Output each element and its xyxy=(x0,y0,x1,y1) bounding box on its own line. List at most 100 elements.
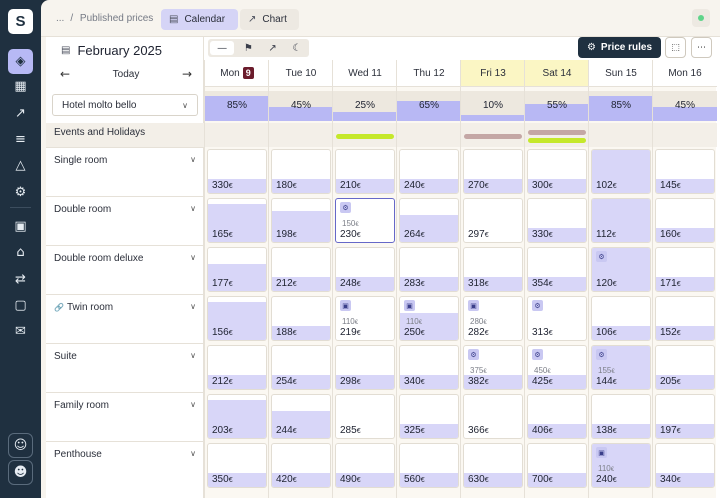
price-cell[interactable]: 340€ xyxy=(655,443,715,488)
room-row-label[interactable]: Family room ∨ xyxy=(46,392,204,441)
sliders-icon[interactable]: ≡ xyxy=(15,132,26,147)
price-cell[interactable]: ▣ 280€ 282€ xyxy=(463,296,523,341)
today-button[interactable]: Today xyxy=(112,68,140,80)
price-rules-button[interactable]: ⚙ Price rules xyxy=(578,37,661,58)
price-cell[interactable]: 171€ xyxy=(655,247,715,292)
app-logo[interactable]: S xyxy=(8,9,33,34)
contact-icon[interactable]: ▢ xyxy=(14,298,27,313)
price-cell[interactable]: 330€ xyxy=(527,198,587,243)
day-header[interactable]: Thu 12 xyxy=(397,60,461,87)
cart-icon[interactable]: ⌂ xyxy=(16,245,25,260)
moon-icon[interactable]: ☾ xyxy=(292,42,302,54)
tab-chart[interactable]: ↗ Chart xyxy=(240,9,299,30)
day-header[interactable]: Mon 9 xyxy=(205,60,269,87)
copy-icon[interactable]: ▣ xyxy=(14,219,27,234)
event-bar[interactable] xyxy=(336,134,394,139)
price-cell[interactable]: ⚙ 375€ 382€ xyxy=(463,345,523,390)
price-cell[interactable]: 145€ xyxy=(655,149,715,194)
hotel-select[interactable]: Hotel molto bello ∨ xyxy=(52,94,198,116)
price-cell[interactable]: 490€ xyxy=(335,443,395,488)
tab-calendar[interactable]: ▤ Calendar xyxy=(161,9,238,30)
room-row-label[interactable]: Suite ∨ xyxy=(46,343,204,392)
price-cell[interactable]: 366€ xyxy=(463,394,523,439)
price-cell[interactable]: 112€ xyxy=(591,198,651,243)
price-cell[interactable]: 560€ xyxy=(399,443,459,488)
room-row-label[interactable]: Double room ∨ xyxy=(46,196,204,245)
room-row-label[interactable]: Single room ∨ xyxy=(46,147,204,196)
gear-icon[interactable]: ⚙ xyxy=(14,185,27,200)
price-cell[interactable]: 244€ xyxy=(271,394,331,439)
support-icon[interactable]: ☺ xyxy=(8,433,33,458)
event-bar[interactable] xyxy=(528,130,586,135)
price-cell[interactable]: ▣ 110€ 219€ xyxy=(335,296,395,341)
price-cell[interactable]: 420€ xyxy=(271,443,331,488)
price-cell[interactable]: 180€ xyxy=(271,149,331,194)
user-icon[interactable]: ☻ xyxy=(8,460,33,485)
breadcrumb-ellipsis[interactable]: ... xyxy=(56,13,65,24)
arrow-right-icon[interactable]: → xyxy=(181,67,192,81)
event-bar[interactable] xyxy=(528,138,586,143)
price-cell[interactable]: 197€ xyxy=(655,394,715,439)
price-cell[interactable]: ⚙ 450€ 425€ xyxy=(527,345,587,390)
price-cell[interactable]: 205€ xyxy=(655,345,715,390)
day-header[interactable]: Tue 10 xyxy=(269,60,333,87)
month-title[interactable]: ▤ February 2025 xyxy=(61,41,162,59)
layout-icon[interactable]: ▦ xyxy=(14,79,27,94)
day-header[interactable]: Mon 16 xyxy=(653,60,717,87)
chevron-down-icon[interactable]: ∨ xyxy=(190,400,196,409)
price-cell[interactable]: 630€ xyxy=(463,443,523,488)
price-cell[interactable]: 138€ xyxy=(591,394,651,439)
chevron-down-icon[interactable]: ∨ xyxy=(190,204,196,213)
price-cell[interactable]: 330€ xyxy=(207,149,267,194)
price-cell[interactable]: 210€ xyxy=(335,149,395,194)
price-cell[interactable]: 283€ xyxy=(399,247,459,292)
price-cell[interactable]: 160€ xyxy=(655,198,715,243)
price-cell[interactable]: 350€ xyxy=(207,443,267,488)
day-header[interactable]: Wed 11 xyxy=(333,60,397,87)
price-cell[interactable]: 203€ xyxy=(207,394,267,439)
chevron-down-icon[interactable]: ∨ xyxy=(190,351,196,360)
day-header[interactable]: Sat 14 xyxy=(525,60,589,87)
price-cell[interactable]: ⚙ 120€ xyxy=(591,247,651,292)
price-cell[interactable]: 188€ xyxy=(271,296,331,341)
event-bar[interactable] xyxy=(464,134,522,139)
flag-icon[interactable]: ⚑ xyxy=(243,42,253,54)
price-cell[interactable]: 298€ xyxy=(335,345,395,390)
price-cell[interactable]: 300€ xyxy=(527,149,587,194)
price-cell[interactable]: 198€ xyxy=(271,198,331,243)
line-icon[interactable]: — xyxy=(210,41,235,55)
room-row-label[interactable]: Double room deluxe ∨ xyxy=(46,245,204,294)
swap-icon[interactable]: ⇄ xyxy=(15,272,26,287)
chevron-down-icon[interactable]: ∨ xyxy=(190,155,196,164)
price-cell[interactable]: 406€ xyxy=(527,394,587,439)
chevron-down-icon[interactable]: ∨ xyxy=(190,253,196,262)
price-cell[interactable]: ▣ 110€ 240€ xyxy=(591,443,651,488)
price-cell[interactable]: ⚙ 313€ xyxy=(527,296,587,341)
price-cell[interactable]: 270€ xyxy=(463,149,523,194)
price-cell[interactable]: 240€ xyxy=(399,149,459,194)
price-cell[interactable]: 156€ xyxy=(207,296,267,341)
price-cell[interactable]: 102€ xyxy=(591,149,651,194)
price-cell[interactable]: 264€ xyxy=(399,198,459,243)
price-cell[interactable]: 325€ xyxy=(399,394,459,439)
price-cell[interactable]: 152€ xyxy=(655,296,715,341)
price-cell[interactable]: 212€ xyxy=(271,247,331,292)
price-cell[interactable]: 285€ xyxy=(335,394,395,439)
price-cell[interactable]: 177€ xyxy=(207,247,267,292)
price-cell[interactable]: ▣ 110€ 250€ xyxy=(399,296,459,341)
tag-icon[interactable]: ◈ xyxy=(8,49,33,74)
day-header[interactable]: Fri 13 xyxy=(461,60,525,87)
room-row-label[interactable]: 🔗 Twin room ∨ xyxy=(46,294,204,343)
price-cell[interactable]: ⚙ 150€ 230€ xyxy=(335,198,395,243)
mail-icon[interactable]: ✉ xyxy=(15,324,26,339)
room-row-label[interactable]: Penthouse ∨ xyxy=(46,441,204,490)
price-cell[interactable]: 106€ xyxy=(591,296,651,341)
price-cell[interactable]: 340€ xyxy=(399,345,459,390)
price-cell[interactable]: 700€ xyxy=(527,443,587,488)
trend-icon[interactable]: ↗ xyxy=(268,42,277,54)
price-cell[interactable]: ⚙ 155€ 144€ xyxy=(591,345,651,390)
price-cell[interactable]: 254€ xyxy=(271,345,331,390)
day-header[interactable]: Sun 15 xyxy=(589,60,653,87)
price-cell[interactable]: 297€ xyxy=(463,198,523,243)
price-cell[interactable]: 212€ xyxy=(207,345,267,390)
